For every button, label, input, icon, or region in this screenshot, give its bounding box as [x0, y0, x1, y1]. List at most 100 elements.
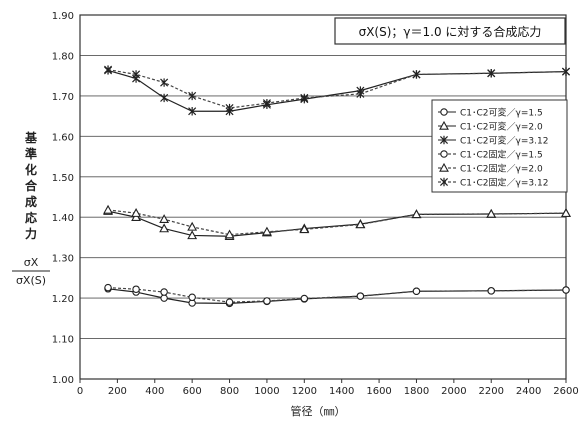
y-axis-label-char: 基 — [24, 130, 38, 145]
data-point — [300, 294, 309, 303]
y-tick-label: 1.70 — [52, 92, 74, 103]
legend-marker — [439, 162, 449, 172]
data-point — [103, 204, 113, 214]
ticks: 1.00 1.10 1.20 1.30 1.40 1.50 1.60 1.70 1.80 1.90… — [52, 11, 579, 397]
series-6 — [104, 65, 571, 113]
legend-label: C1･C2固定／γ=2.0 — [460, 163, 543, 175]
data-point — [299, 224, 310, 234]
data-point — [261, 226, 272, 236]
plot-border — [79, 14, 567, 380]
y-axis-label-char: 合 — [25, 178, 38, 193]
y-tick-label: 1.80 — [52, 51, 74, 62]
legend-item: C1･C2固定／γ=2.0 — [438, 163, 543, 175]
data-point — [356, 292, 365, 300]
data-point — [356, 89, 365, 99]
chart-title: σX(S)；γ＝1.0 に対する合成応力 — [334, 17, 566, 45]
legend-label: C1･C2固定／γ=1.5 — [460, 149, 543, 161]
series-5 — [103, 204, 571, 239]
x-tick-label: 2600 — [553, 386, 578, 397]
data-point — [561, 208, 571, 217]
legend-label: C1･C2可変／γ=1.5 — [460, 107, 543, 119]
y-axis-fraction-denominator: σX(S) — [16, 274, 46, 287]
legend-item: C1･C2可変／γ=3.12 — [438, 135, 548, 147]
data-point — [300, 93, 309, 103]
chart-title-text: σX(S)；γ＝1.0 に対する合成応力 — [359, 24, 542, 39]
x-tick-label: 1000 — [254, 386, 279, 397]
y-tick-label: 1.20 — [52, 294, 74, 305]
x-axis-label: 管径（㎜） — [291, 404, 346, 418]
x-tick-label: 0 — [77, 386, 83, 397]
data-point — [562, 286, 570, 294]
legend-marker — [439, 135, 449, 145]
x-tick-label: 400 — [145, 386, 164, 397]
x-tick-label: 1800 — [404, 386, 429, 397]
series-4 — [104, 283, 570, 306]
legend-item: C1･C2可変／γ=2.0 — [438, 121, 543, 133]
data-point — [132, 70, 141, 79]
x-tick-label: 2200 — [479, 386, 504, 397]
series-line — [108, 286, 567, 303]
data-point — [487, 69, 496, 78]
plot-frame — [79, 14, 567, 380]
data-point — [486, 208, 497, 218]
data-point — [355, 219, 366, 229]
y-tick-label: 1.60 — [52, 132, 74, 143]
data-point — [187, 221, 198, 231]
data-point — [188, 107, 197, 116]
data-point — [131, 208, 142, 217]
data-point — [160, 78, 169, 87]
data-point — [487, 287, 495, 295]
data-point — [262, 98, 271, 108]
data-point — [411, 209, 422, 219]
data-point — [188, 91, 197, 101]
data-point — [224, 229, 235, 239]
y-axis-label-char: 力 — [25, 226, 37, 241]
y-axis-label-char: 成 — [25, 194, 37, 209]
legend-marker — [440, 108, 448, 116]
data-point — [561, 67, 571, 76]
data-point — [412, 70, 421, 79]
x-tick-label: 800 — [220, 386, 239, 397]
x-tick-label: 1400 — [329, 386, 354, 397]
data-point — [188, 293, 196, 302]
legend-item: C1･C2固定／γ=3.12 — [438, 177, 548, 189]
y-axis-label-char: 化 — [25, 162, 37, 177]
data-point — [132, 285, 140, 293]
data-point — [104, 65, 113, 74]
legend-label: C1･C2可変／γ=3.12 — [460, 135, 548, 147]
legend-item: C1･C2固定／γ=1.5 — [438, 149, 543, 161]
data-point — [412, 287, 421, 295]
legend-label: C1･C2固定／γ=3.12 — [460, 177, 548, 189]
y-tick-label: 1.10 — [52, 335, 74, 346]
legend-frame — [431, 99, 568, 193]
x-tick-label: 1200 — [292, 386, 317, 397]
x-tick-label: 2400 — [516, 386, 541, 397]
data-point — [263, 297, 271, 305]
legend-item: C1･C2可変／γ=1.5 — [438, 107, 543, 119]
data-point — [225, 298, 234, 306]
y-tick-label: 1.90 — [52, 11, 74, 22]
data-point — [160, 93, 169, 103]
legend-marker — [439, 120, 449, 130]
x-tick-label: 1600 — [366, 386, 391, 397]
legend-label: C1･C2可変／γ=2.0 — [460, 121, 543, 133]
x-tick-label: 600 — [183, 386, 202, 397]
data-point — [160, 288, 168, 296]
y-axis-fraction-numerator: σX — [24, 256, 39, 269]
y-tick-label: 1.40 — [52, 213, 74, 224]
y-tick-label: 1.50 — [52, 173, 74, 184]
data-point — [159, 223, 170, 233]
data-point — [187, 230, 198, 240]
y-axis-label-char: 応 — [25, 210, 37, 225]
y-tick-label: 1.30 — [52, 254, 74, 265]
legend-marker — [440, 150, 448, 158]
x-tick-label: 200 — [108, 386, 127, 397]
data-point — [160, 294, 168, 302]
data-point — [104, 283, 112, 292]
x-tick-label: 2000 — [441, 386, 466, 397]
data-point — [159, 214, 170, 223]
chart-title-frame — [334, 17, 566, 45]
